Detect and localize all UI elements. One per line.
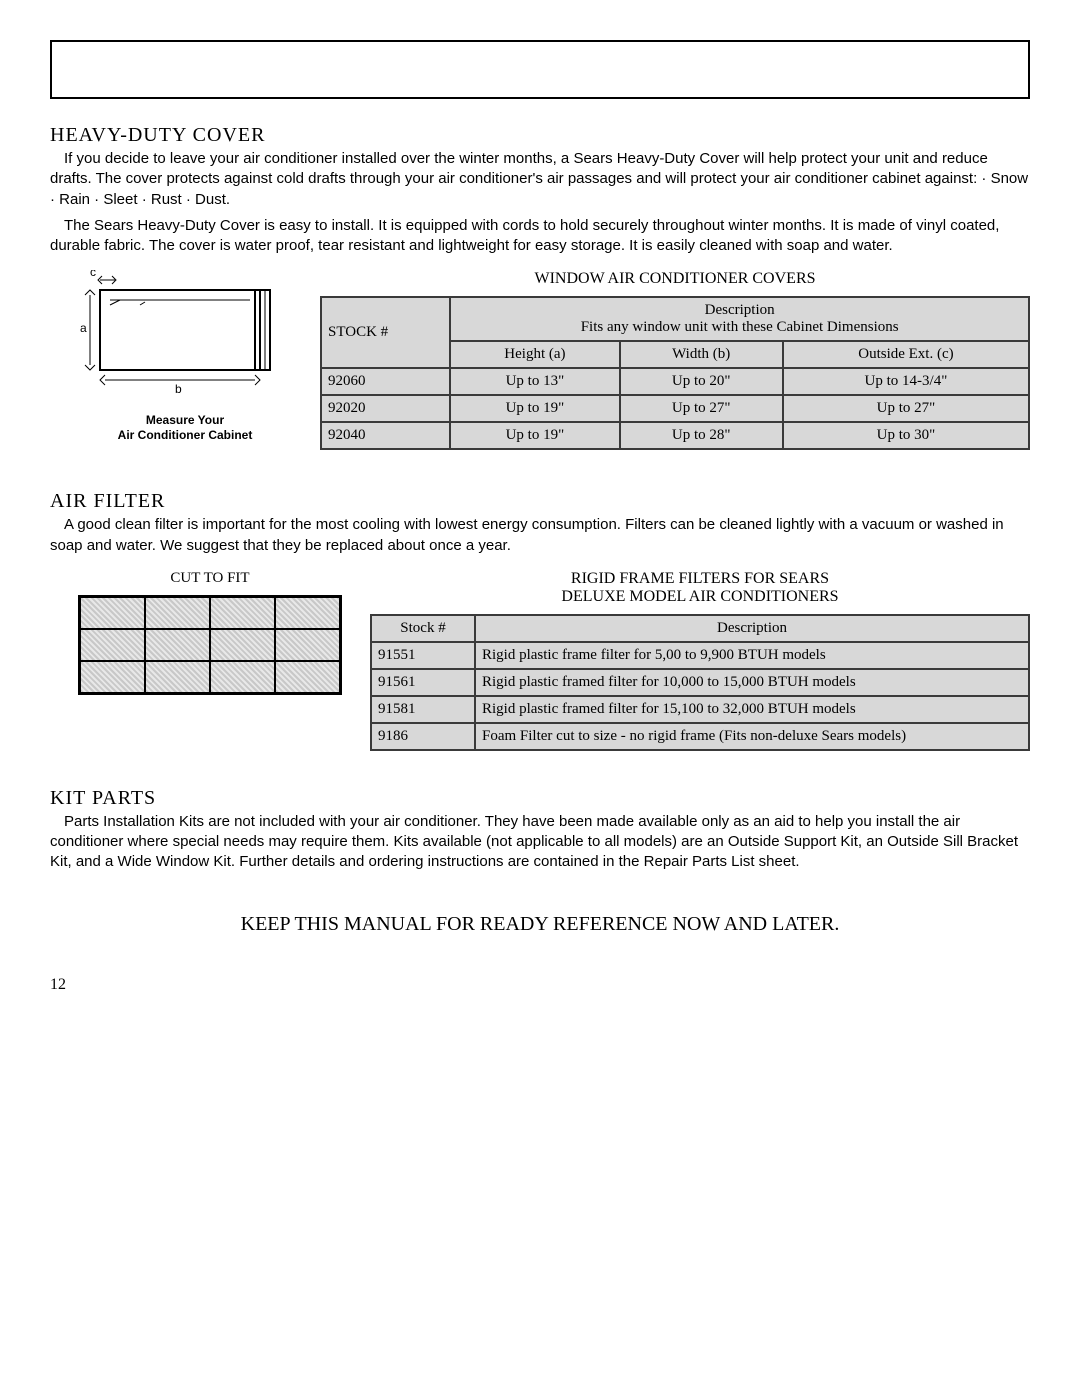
header-blank-box xyxy=(50,40,1030,99)
cut-to-fit-column: CUT TO FIT xyxy=(50,570,370,695)
svg-text:c: c xyxy=(90,270,96,279)
cell-width: Up to 28" xyxy=(620,422,783,449)
kit-parts-section: KIT PARTS Parts Installation Kits are no… xyxy=(50,787,1030,873)
svg-text:a: a xyxy=(80,321,87,335)
cut-to-fit-title: CUT TO FIT xyxy=(50,570,370,587)
cell-height: Up to 19" xyxy=(450,422,619,449)
cell-width: Up to 27" xyxy=(620,395,783,422)
cell-stock: 92060 xyxy=(321,368,450,395)
heavy-duty-section: HEAVY-DUTY COVER If you decide to leave … xyxy=(50,124,1030,450)
cell-width: Up to 20" xyxy=(620,368,783,395)
filters-table-container: RIGID FRAME FILTERS FOR SEARS DELUXE MOD… xyxy=(370,570,1030,751)
covers-th-desc-sub: Fits any window unit with these Cabinet … xyxy=(581,319,899,335)
table-row: 9186 Foam Filter cut to size - no rigid … xyxy=(371,723,1029,750)
heavy-duty-para-1: If you decide to leave your air conditio… xyxy=(50,149,1030,210)
cell-stock: 9186 xyxy=(371,723,475,750)
kit-parts-heading: KIT PARTS xyxy=(50,787,1030,810)
cell-stock: 92040 xyxy=(321,422,450,449)
filters-table-title: RIGID FRAME FILTERS FOR SEARS DELUXE MOD… xyxy=(370,570,1030,606)
covers-th-desc-label: Description xyxy=(705,302,775,318)
cell-stock: 91551 xyxy=(371,642,475,669)
svg-text:b: b xyxy=(175,382,182,396)
air-filter-section: AIR FILTER A good clean filter is import… xyxy=(50,490,1030,751)
cell-desc: Rigid plastic frame filter for 5,00 to 9… xyxy=(475,642,1029,669)
page-number: 12 xyxy=(50,976,1030,994)
table-row: 92020 Up to 19" Up to 27" Up to 27" xyxy=(321,395,1029,422)
covers-th-desc: Description Fits any window unit with th… xyxy=(450,297,1029,341)
cell-ext: Up to 30" xyxy=(783,422,1029,449)
cell-stock: 91581 xyxy=(371,696,475,723)
kit-parts-para: Parts Installation Kits are not included… xyxy=(50,812,1030,873)
covers-th-width: Width (b) xyxy=(620,341,783,368)
diagram-caption-line1: Measure Your xyxy=(146,413,224,427)
cell-ext: Up to 14-3/4" xyxy=(783,368,1029,395)
cell-stock: 91561 xyxy=(371,669,475,696)
cell-desc: Foam Filter cut to size - no rigid frame… xyxy=(475,723,1029,750)
covers-table-container: WINDOW AIR CONDITIONER COVERS STOCK # De… xyxy=(320,270,1030,450)
cell-height: Up to 19" xyxy=(450,395,619,422)
cell-stock: 92020 xyxy=(321,395,450,422)
covers-th-height: Height (a) xyxy=(450,341,619,368)
footer-keep-manual: KEEP THIS MANUAL FOR READY REFERENCE NOW… xyxy=(50,913,1030,936)
cabinet-diagram: a b c Measure Your Air Conditioner Cabin… xyxy=(50,270,320,443)
cell-ext: Up to 27" xyxy=(783,395,1029,422)
cabinet-diagram-svg: a b c xyxy=(60,270,310,410)
cell-desc: Rigid plastic framed filter for 10,000 t… xyxy=(475,669,1029,696)
filters-th-desc: Description xyxy=(475,615,1029,642)
air-filter-para: A good clean filter is important for the… xyxy=(50,515,1030,556)
table-row: 91581 Rigid plastic framed filter for 15… xyxy=(371,696,1029,723)
cell-desc: Rigid plastic framed filter for 15,100 t… xyxy=(475,696,1029,723)
cut-to-fit-grid xyxy=(78,595,342,695)
filters-title-line2: DELUXE MODEL AIR CONDITIONERS xyxy=(561,588,838,605)
cell-height: Up to 13" xyxy=(450,368,619,395)
covers-th-stock: STOCK # xyxy=(321,297,450,368)
covers-table-title: WINDOW AIR CONDITIONER COVERS xyxy=(320,270,1030,288)
filters-th-stock: Stock # xyxy=(371,615,475,642)
filters-table: Stock # Description 91551 Rigid plastic … xyxy=(370,614,1030,751)
covers-table: STOCK # Description Fits any window unit… xyxy=(320,296,1030,450)
table-row: 92060 Up to 13" Up to 20" Up to 14-3/4" xyxy=(321,368,1029,395)
heavy-duty-para-2: The Sears Heavy-Duty Cover is easy to in… xyxy=(50,216,1030,257)
filters-title-line1: RIGID FRAME FILTERS FOR SEARS xyxy=(571,570,829,587)
heavy-duty-heading: HEAVY-DUTY COVER xyxy=(50,124,1030,147)
air-filter-heading: AIR FILTER xyxy=(50,490,1030,513)
covers-th-ext: Outside Ext. (c) xyxy=(783,341,1029,368)
diagram-caption-line2: Air Conditioner Cabinet xyxy=(118,428,253,442)
table-row: 92040 Up to 19" Up to 28" Up to 30" xyxy=(321,422,1029,449)
table-row: 91551 Rigid plastic frame filter for 5,0… xyxy=(371,642,1029,669)
table-row: 91561 Rigid plastic framed filter for 10… xyxy=(371,669,1029,696)
